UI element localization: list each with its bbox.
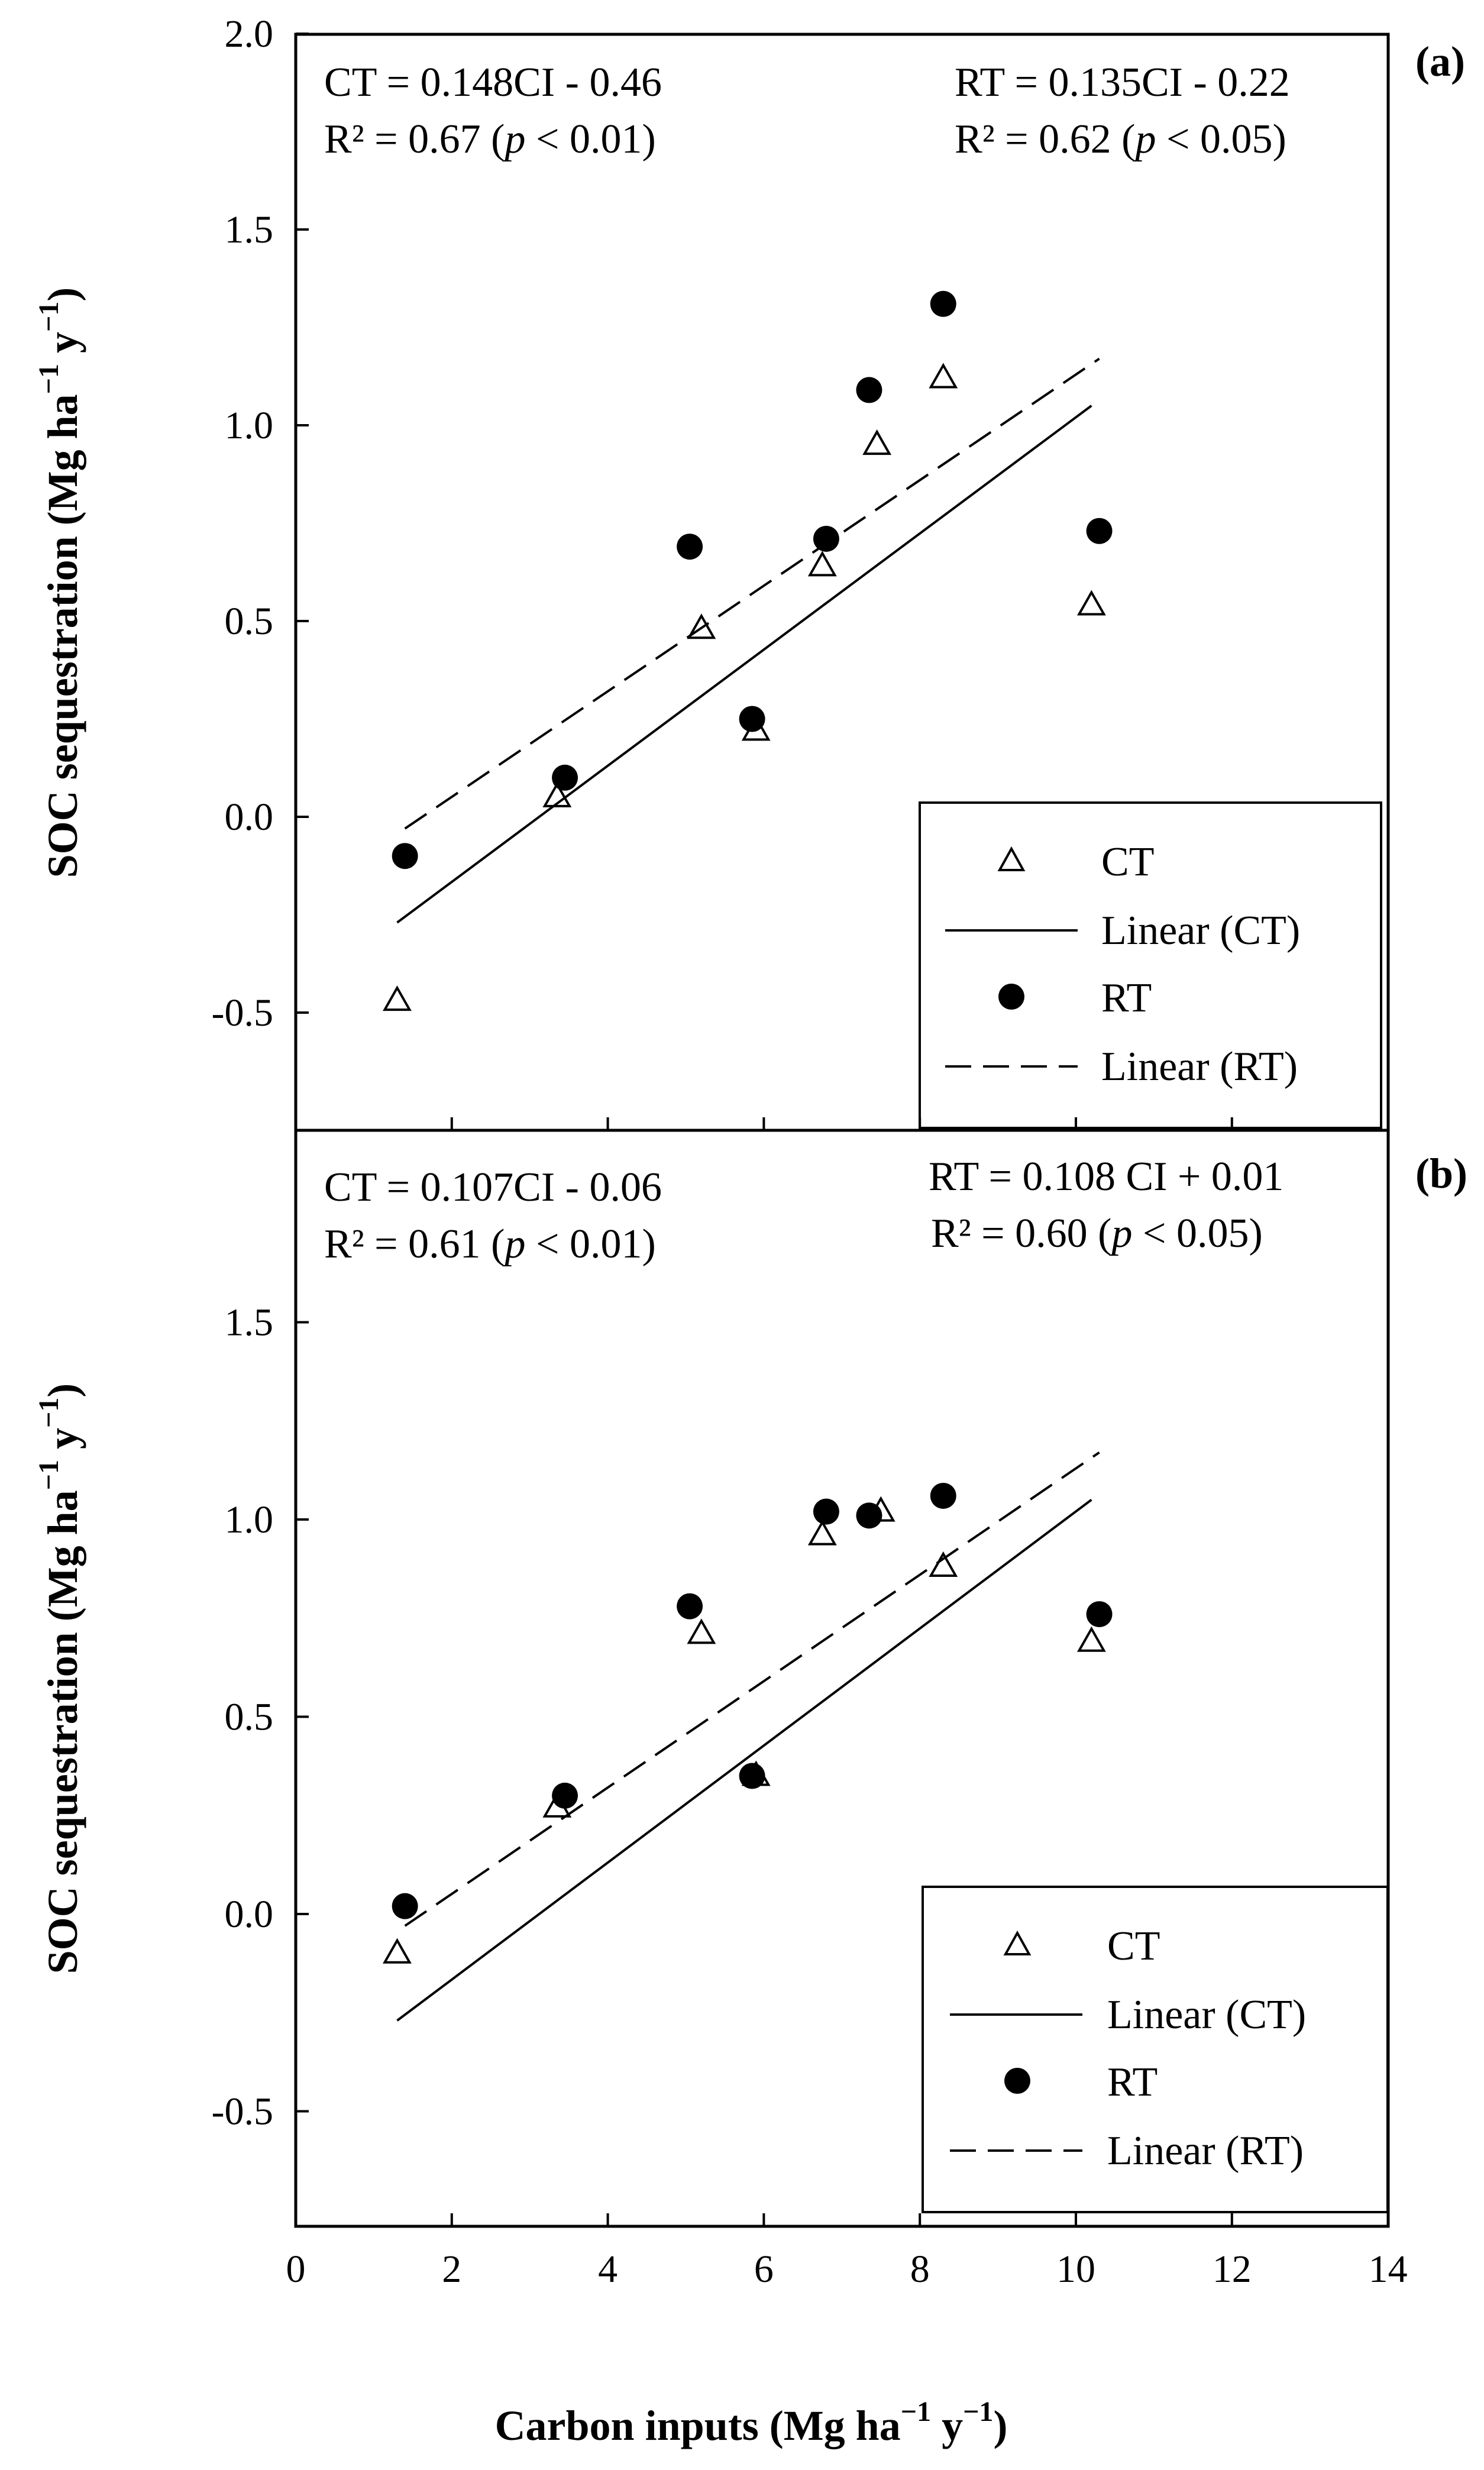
rt-point — [1086, 1601, 1113, 1628]
ct-point — [1076, 1626, 1106, 1652]
panel-b-y-axis-title: SOC sequestration (Mg ha−1 y−1) — [33, 1383, 86, 1974]
panel-a-rt-equation: RT = 0.135CI - 0.22 — [955, 60, 1290, 105]
panel-a-rt-r2: R² = 0.62 (p < 0.05) — [955, 117, 1286, 162]
rt-trendline — [404, 1451, 1100, 1927]
rt-point — [552, 764, 578, 791]
panel-b-ct-equation: CT = 0.107CI - 0.06 — [324, 1165, 662, 1210]
legend-rt-label: RT — [1101, 975, 1152, 1021]
y-tick-label: 1.0 — [225, 1498, 274, 1541]
legend-ct-label: CT — [1101, 839, 1154, 885]
panel-a-y-ticks: 2.0 1.5 1.0 0.5 0.0 -0.5 — [212, 12, 309, 1034]
legend-ct-linear-label: Linear (CT) — [1101, 908, 1300, 953]
y-tick-label: 0.0 — [225, 796, 274, 839]
panel-a-points — [383, 290, 1113, 1011]
y-tick-label: 0.5 — [225, 600, 274, 643]
x-axis: 0 2 4 6 8 10 12 14 — [286, 1117, 1408, 2291]
rt-point — [392, 1893, 418, 1919]
panel-b-rt-r2: R² = 0.60 (p < 0.05) — [931, 1211, 1263, 1256]
panel-b-legend: CT Linear (CT) RT Linear (RT) — [922, 1886, 1389, 2213]
rt-point — [677, 1593, 703, 1619]
legend-rt-label: RT — [1107, 2060, 1158, 2105]
panel-a-y-axis-title: SOC sequestration (Mg ha−1 y−1) — [33, 287, 86, 878]
ct-point — [383, 1938, 412, 1964]
ct-point — [383, 985, 412, 1011]
rt-point — [1086, 518, 1113, 544]
legend-rt-marker — [998, 984, 1024, 1010]
panel-a: 2.01.51.00.50.0-0.5 CT = 0.148CI - 0.46 … — [212, 12, 1465, 1132]
x-axis-title: Carbon inputs (Mg ha−1 y−1) — [495, 2396, 1008, 2449]
y-tick-label: 2.0 — [225, 12, 274, 56]
rt-point — [813, 1498, 839, 1525]
y-tick-label: -0.5 — [212, 2090, 273, 2133]
panel-b-points — [383, 1482, 1113, 1964]
legend-rt-linear-label: Linear (RT) — [1107, 2128, 1304, 2174]
panel-b-frame — [294, 1129, 1390, 2228]
panel-a-trendlines — [396, 357, 1100, 924]
ct-point — [807, 551, 837, 577]
x-tick-label: 8 — [910, 2248, 930, 2291]
x-tick-label: 10 — [1056, 2248, 1095, 2291]
ct-trendline — [396, 1499, 1092, 2022]
ct-point — [1076, 590, 1106, 616]
x-tick-label: 12 — [1213, 2248, 1252, 2291]
ct-trendline — [396, 405, 1092, 924]
legend-rt-linear-label: Linear (RT) — [1101, 1044, 1298, 1089]
ct-point — [929, 363, 958, 389]
rt-trendline — [404, 357, 1100, 830]
panel-a-letter: (a) — [1415, 38, 1465, 85]
rt-point — [813, 525, 839, 552]
panel-b: 1.5 1.0 0.5 0.0 -0.5 CT = 0.107CI - 0.06 R² … — [212, 1129, 1467, 2228]
panel-a-ct-equation: CT = 0.148CI - 0.46 — [324, 60, 662, 105]
x-tick-label: 14 — [1369, 2248, 1408, 2291]
rt-point — [856, 1502, 882, 1529]
x-tick-label: 2 — [442, 2248, 461, 2291]
y-tick-label: -0.5 — [212, 991, 273, 1034]
rt-point — [930, 1482, 956, 1509]
y-tick-label: 1.0 — [225, 404, 274, 447]
panel-b-letter: (b) — [1415, 1150, 1467, 1197]
panel-a-legend: CT Linear (CT) RT Linear (RT) — [919, 801, 1382, 1129]
legend-ct-marker — [997, 846, 1026, 871]
panel-b-rt-equation: RT = 0.108 CI + 0.01 — [929, 1154, 1283, 1200]
legend-ct-linear-label: Linear (CT) — [1107, 1992, 1306, 2038]
ct-point — [862, 429, 892, 455]
legend-rt-marker — [1004, 2068, 1030, 2094]
panel-b-ct-r2: R² = 0.61 (p < 0.01) — [324, 1221, 656, 1267]
legend-ct-marker — [1003, 1930, 1032, 1955]
rt-point — [739, 1763, 765, 1789]
panel-b-trendlines — [396, 1451, 1100, 2022]
y-tick-label: 1.5 — [225, 1301, 274, 1344]
legend-box — [922, 1886, 1389, 2213]
y-tick-label: 0.5 — [225, 1696, 274, 1739]
rt-point — [677, 534, 703, 560]
ct-point — [807, 1519, 837, 1546]
rt-point — [930, 290, 956, 317]
rt-point — [392, 843, 418, 869]
ct-point — [687, 1618, 716, 1644]
y-tick-label: 1.5 — [225, 208, 274, 251]
panel-b-y-ticks: 1.5 1.0 0.5 0.0 -0.5 — [212, 1301, 309, 2133]
ct-point — [929, 1551, 958, 1577]
rt-point — [856, 377, 882, 403]
rt-point — [739, 706, 765, 732]
panel-a-ct-r2: R² = 0.67 (p < 0.01) — [324, 117, 656, 162]
legend-ct-label: CT — [1107, 1923, 1160, 1969]
ct-point — [687, 613, 716, 639]
x-tick-label: 4 — [598, 2248, 617, 2291]
x-tick-label: 0 — [286, 2248, 306, 2291]
x-tick-label: 6 — [754, 2248, 774, 2291]
rt-point — [552, 1782, 578, 1809]
y-tick-label: 0.0 — [225, 1893, 274, 1936]
ct-point — [542, 781, 572, 807]
legend-box — [919, 801, 1382, 1129]
